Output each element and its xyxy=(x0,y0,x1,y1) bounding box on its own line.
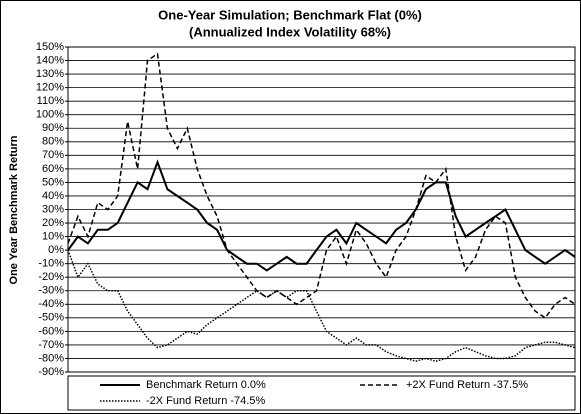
y-tick-label: 30% xyxy=(42,203,64,215)
series-line xyxy=(67,159,576,272)
y-tick-label: 110% xyxy=(37,95,65,107)
y-tick-label: 80% xyxy=(42,136,64,148)
y-axis-label: One Year Benchmark Return xyxy=(8,135,20,284)
y-tick-label: -90% xyxy=(38,366,64,378)
y-tick-label: -20% xyxy=(38,271,64,283)
y-tick-label: 20% xyxy=(42,217,64,229)
y-tick-label: 140% xyxy=(36,54,64,66)
legend-label: +2X Fund Return -37.5% xyxy=(406,379,528,391)
y-tick-label: -10% xyxy=(38,258,64,270)
y-tick-label: 50% xyxy=(42,176,64,188)
y-tick-label: 120% xyxy=(36,82,64,94)
y-tick-label: -60% xyxy=(38,325,64,337)
y-tick-label: -80% xyxy=(38,352,64,364)
y-tick-label: 130% xyxy=(36,68,64,80)
y-tick-label: 0% xyxy=(48,244,64,256)
legend xyxy=(67,375,576,411)
y-tick-label: 100% xyxy=(36,109,64,121)
series-line xyxy=(67,249,576,362)
chart-subtitle: (Annualized Index Volatility 68%) xyxy=(189,24,391,39)
y-tick-label: 150% xyxy=(36,41,64,53)
y-tick-label: 10% xyxy=(42,230,64,242)
y-tick-label: -70% xyxy=(38,339,64,351)
y-tick-label: -40% xyxy=(38,298,64,310)
y-tick-label: -50% xyxy=(38,312,64,324)
y-tick-label: 90% xyxy=(42,122,64,134)
y-tick-label: -30% xyxy=(38,285,64,297)
chart-title: One-Year Simulation; Benchmark Flat (0%) xyxy=(158,7,422,22)
series-line xyxy=(67,52,576,319)
y-tick-label: 40% xyxy=(42,190,64,202)
y-tick-label: 70% xyxy=(42,149,64,161)
legend-label: -2X Fund Return -74.5% xyxy=(146,395,265,407)
y-tick-label: 60% xyxy=(42,163,64,175)
legend-label: Benchmark Return 0.0% xyxy=(146,379,266,391)
